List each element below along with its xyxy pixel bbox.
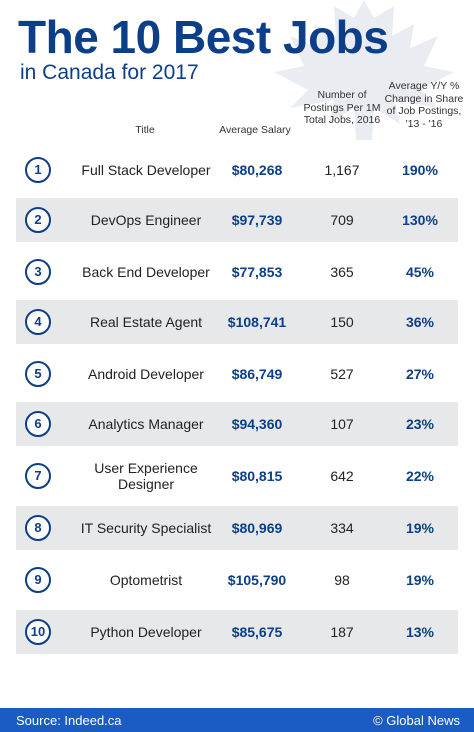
percent-change: 23% [405, 416, 435, 432]
job-title: Back End Developer [82, 263, 210, 280]
rank-badge: 6 [25, 411, 51, 437]
rank-badge: 5 [25, 361, 51, 387]
postings-count: 107 [330, 416, 354, 432]
brand-credit: © Global News [373, 713, 460, 728]
postings-count: 187 [330, 624, 354, 640]
rank-badge: 9 [25, 567, 51, 593]
average-salary: $80,969 [231, 520, 283, 536]
postings-count: 1,167 [324, 162, 360, 178]
page-title: The 10 Best Jobs [18, 11, 389, 63]
average-salary: $108,741 [227, 314, 287, 330]
percent-change: 13% [405, 624, 435, 640]
percent-change: 130% [402, 212, 438, 228]
average-salary: $105,790 [227, 572, 287, 588]
job-title: Full Stack Developer [81, 161, 211, 178]
table-row: 1 Full Stack Developer $80,268 1,167 190… [16, 148, 458, 192]
average-salary: $97,739 [231, 212, 283, 228]
average-salary: $85,675 [231, 624, 283, 640]
table-row: 5 Android Developer $86,749 527 27% [16, 352, 458, 396]
job-title: Optometrist [109, 571, 183, 588]
percent-change: 36% [405, 314, 435, 330]
rank-badge: 2 [25, 207, 51, 233]
rank-badge: 4 [25, 309, 51, 335]
page-subtitle: in Canada for 2017 [20, 61, 199, 84]
average-salary: $80,815 [231, 468, 283, 484]
average-salary: $86,749 [231, 366, 283, 382]
column-header-change: Average Y/Y % Change in Share of Job Pos… [384, 80, 464, 130]
postings-count: 642 [330, 468, 354, 484]
job-title: Real Estate Agent [89, 313, 203, 330]
rank-badge: 8 [25, 515, 51, 541]
percent-change: 19% [405, 520, 435, 536]
percent-change: 190% [402, 162, 438, 178]
job-title: User Experience Designer [94, 459, 198, 492]
percent-change: 45% [405, 264, 435, 280]
postings-count: 98 [334, 572, 350, 588]
column-header-salary: Average Salary [219, 124, 291, 136]
postings-count: 527 [330, 366, 354, 382]
table-row: 3 Back End Developer $77,853 365 45% [16, 250, 458, 294]
percent-change: 27% [405, 366, 435, 382]
percent-change: 22% [405, 468, 435, 484]
postings-count: 709 [330, 212, 354, 228]
rank-badge: 1 [25, 157, 51, 183]
table-row: 4 Real Estate Agent $108,741 150 36% [16, 300, 458, 344]
table-row: 8 IT Security Specialist $80,969 334 19% [16, 506, 458, 550]
job-title: IT Security Specialist [80, 519, 212, 536]
postings-count: 334 [330, 520, 354, 536]
job-title: Python Developer [90, 623, 202, 640]
column-header-postings: Number of Postings Per 1M Total Jobs, 20… [303, 89, 381, 127]
average-salary: $80,268 [231, 162, 283, 178]
table-row: 9 Optometrist $105,790 98 19% [16, 558, 458, 602]
column-header-title: Title [135, 124, 155, 136]
table-row: 6 Analytics Manager $94,360 107 23% [16, 402, 458, 446]
postings-count: 365 [330, 264, 354, 280]
rank-badge: 3 [25, 259, 51, 285]
rank-badge: 7 [25, 463, 51, 489]
footer-bar: Source: Indeed.ca © Global News [0, 708, 474, 732]
table-row: 2 DevOps Engineer $97,739 709 130% [16, 198, 458, 242]
job-title: Analytics Manager [88, 415, 204, 432]
source-credit: Source: Indeed.ca [16, 713, 122, 728]
table-row: 10 Python Developer $85,675 187 13% [16, 610, 458, 654]
average-salary: $77,853 [231, 264, 283, 280]
postings-count: 150 [330, 314, 354, 330]
percent-change: 19% [405, 572, 435, 588]
job-title: DevOps Engineer [90, 211, 202, 228]
average-salary: $94,360 [231, 416, 283, 432]
table-row: 7 User Experience Designer $80,815 642 2… [16, 454, 458, 498]
maple-leaf-icon [274, 0, 454, 140]
rank-badge: 10 [25, 619, 51, 645]
job-title: Android Developer [88, 365, 204, 382]
